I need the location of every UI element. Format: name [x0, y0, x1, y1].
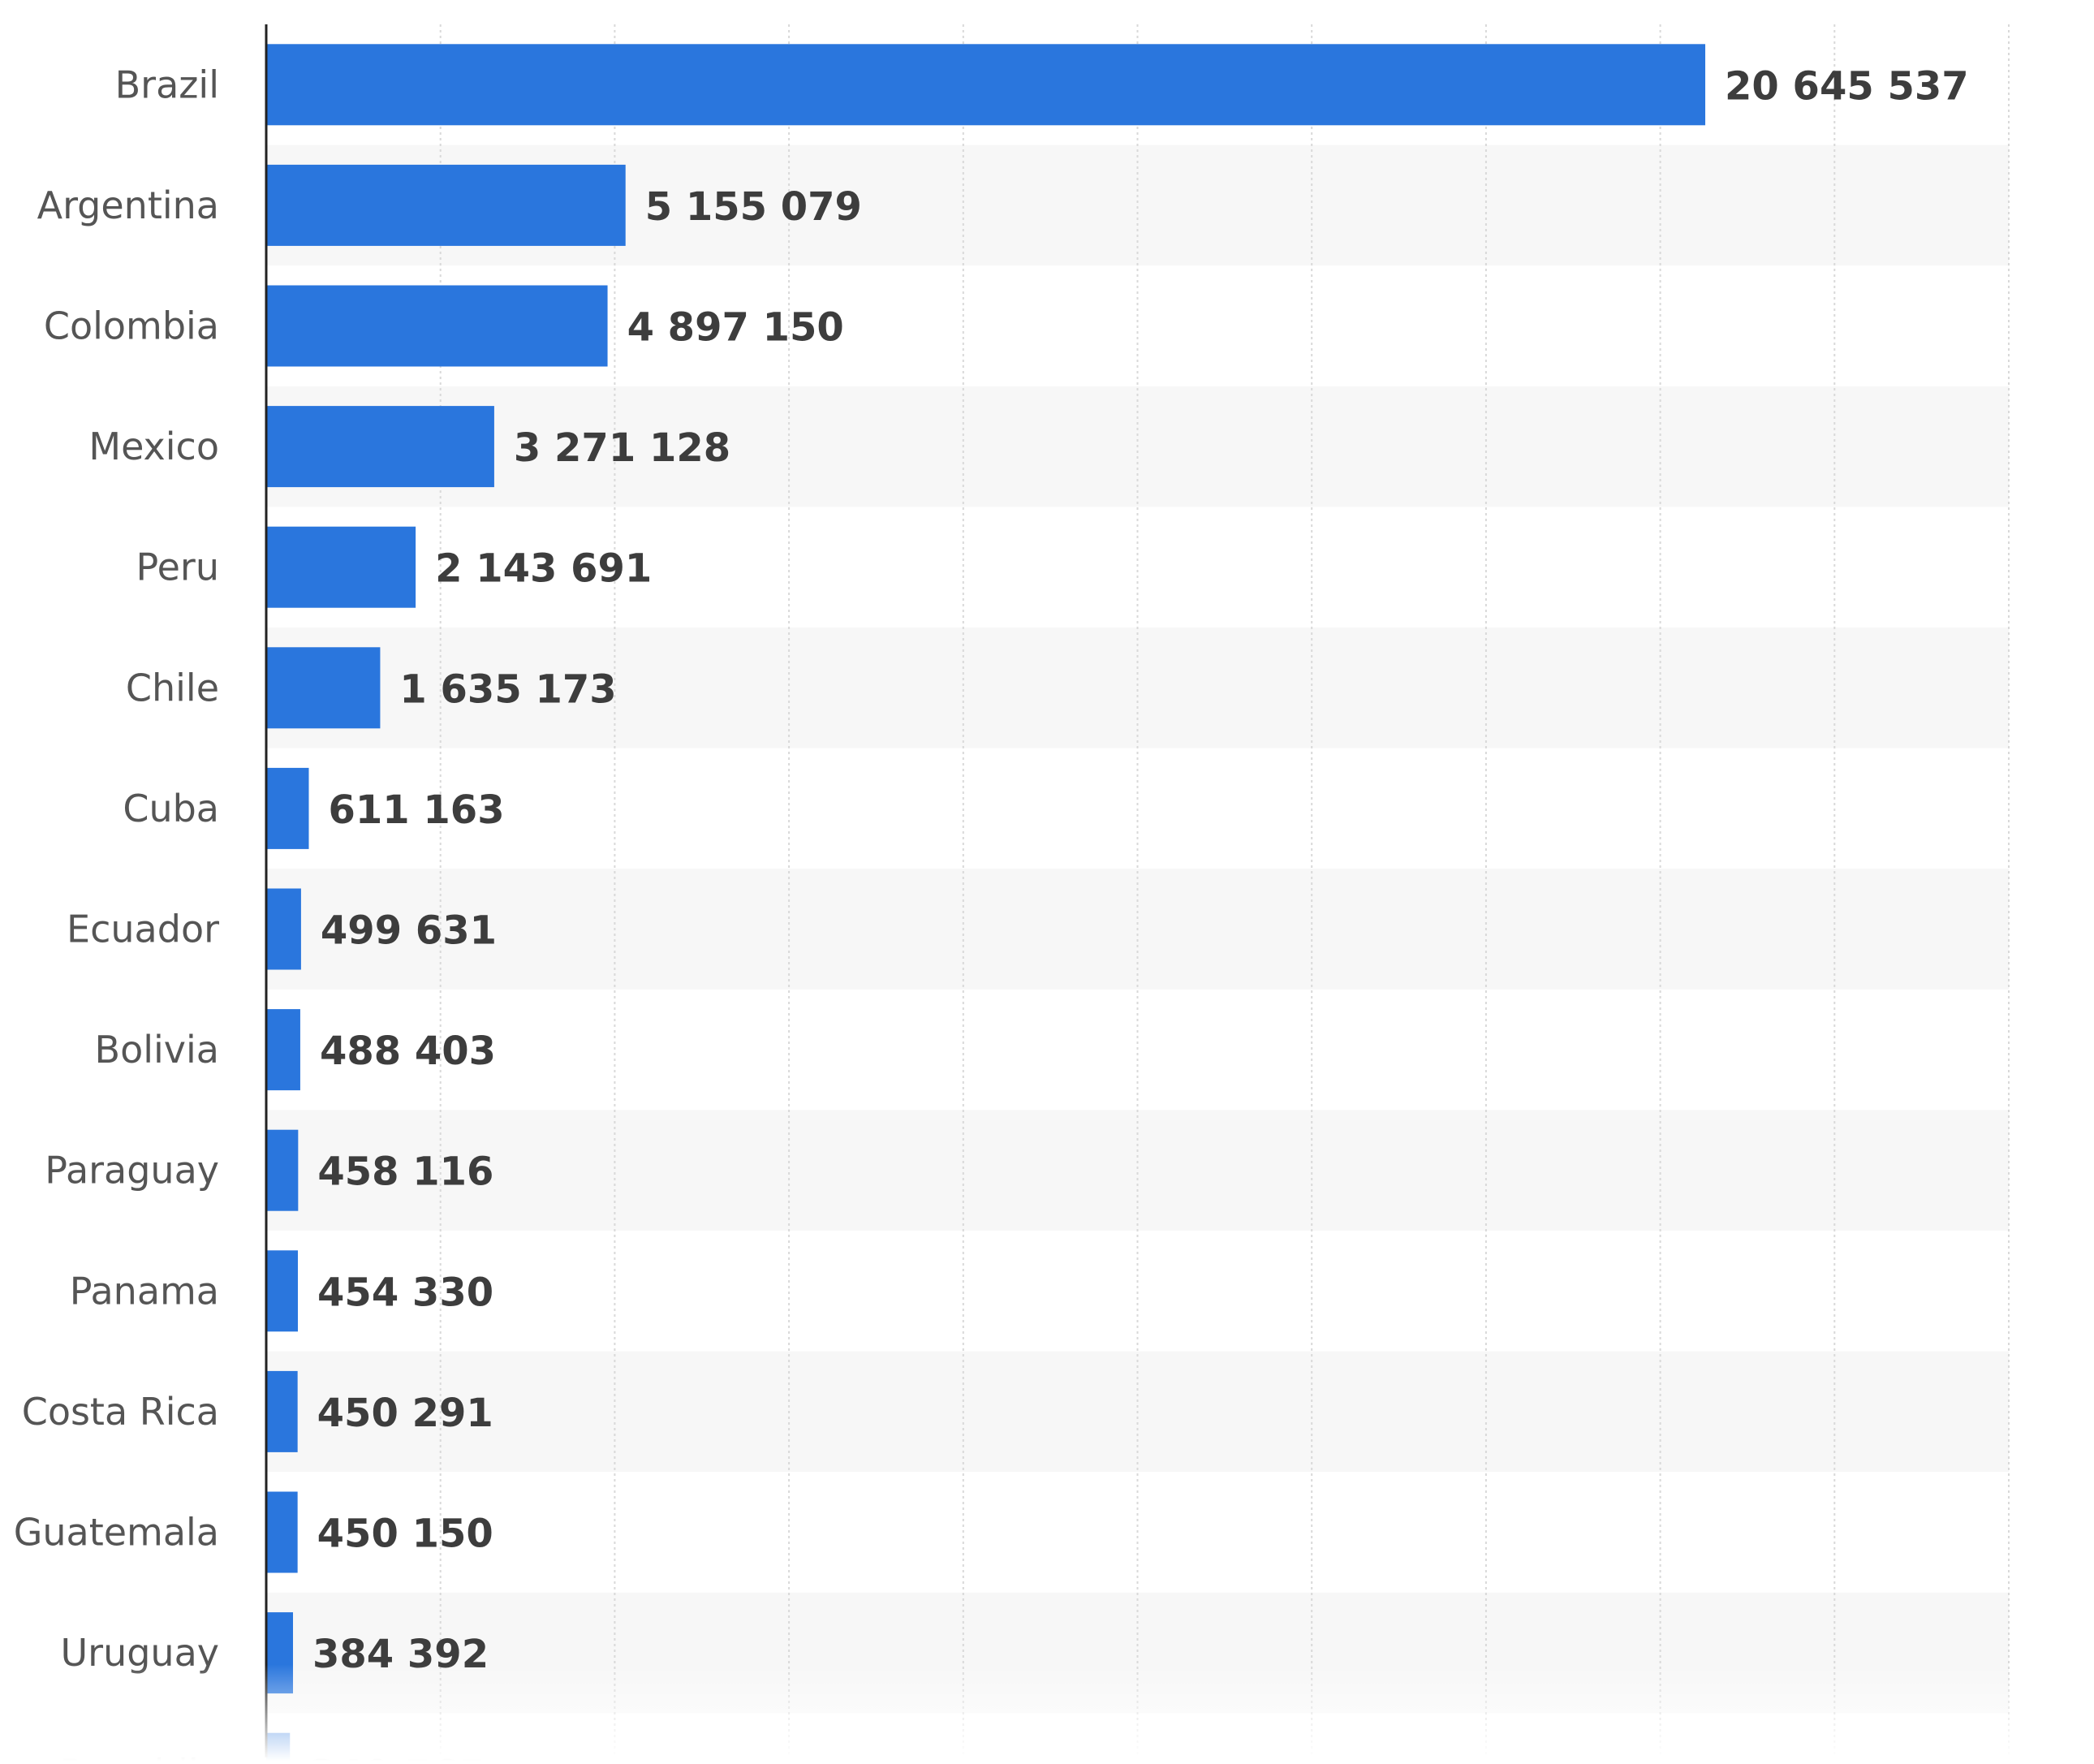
bar[interactable]	[266, 888, 301, 970]
value-label: 458 116	[317, 1149, 493, 1195]
category-label: Brazil	[115, 63, 219, 106]
bar[interactable]	[266, 647, 381, 729]
category-label: Argentina	[37, 183, 219, 227]
value-label: 20 645 537	[1725, 63, 1969, 109]
gridlines	[439, 24, 2010, 1758]
bar[interactable]	[266, 1370, 298, 1452]
value-label: 2 143 691	[435, 546, 652, 592]
bars	[266, 44, 1706, 1764]
value-label: 3 271 128	[514, 425, 730, 471]
bar[interactable]	[266, 1009, 300, 1091]
bar[interactable]	[266, 44, 1706, 126]
bar[interactable]	[266, 1250, 299, 1332]
category-label: Ecuador	[67, 908, 219, 951]
value-label: 1 635 173	[399, 666, 616, 712]
category-label: Mexico	[88, 425, 219, 468]
bar[interactable]	[266, 285, 608, 367]
row-band	[266, 1110, 2009, 1231]
category-label: Bolivia	[95, 1028, 219, 1072]
value-labels: 20 645 537 5 155 079 4 897 150 3 271 128 2 1…	[309, 63, 1969, 1764]
row-band	[266, 628, 2009, 748]
category-label: Chile	[126, 666, 219, 709]
category-labels: Brazil Argentina Colombia Mexico Peru Chile Cu…	[14, 63, 219, 1764]
category-label: Panama	[70, 1269, 219, 1313]
bar[interactable]	[266, 767, 309, 849]
value-label: 4 897 150	[627, 305, 844, 351]
category-label: Costa Rica	[22, 1390, 219, 1434]
value-label: 488 403	[320, 1029, 496, 1074]
category-label: Paraguay	[45, 1149, 219, 1193]
value-label: 450 291	[317, 1391, 493, 1436]
bar[interactable]	[266, 1491, 298, 1573]
value-label: 611 163	[328, 787, 504, 833]
bar[interactable]	[266, 526, 416, 608]
category-label: Peru	[136, 546, 219, 589]
bar[interactable]	[266, 1129, 299, 1211]
category-label: Colombia	[44, 304, 219, 348]
value-label: 450 150	[317, 1512, 493, 1557]
bar[interactable]	[266, 164, 626, 246]
value-label: 499 631	[321, 908, 497, 954]
category-label: Cuba	[123, 787, 219, 830]
value-label: 454 330	[317, 1270, 493, 1315]
bottom-fade	[0, 1664, 2094, 1761]
bar[interactable]	[266, 406, 494, 488]
value-label: 5 155 079	[645, 184, 862, 230]
category-label: Guatemala	[14, 1511, 219, 1555]
